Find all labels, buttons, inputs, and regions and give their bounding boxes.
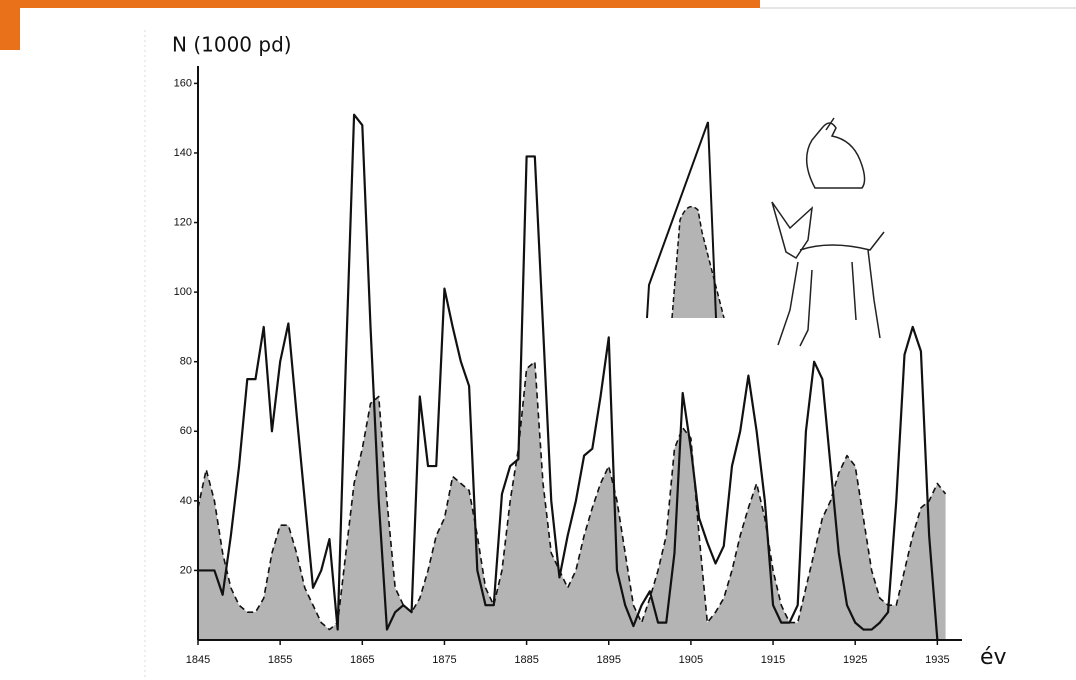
y-tick-label: 100 <box>174 286 192 298</box>
y-axis-label: N (1000 pd) <box>172 33 292 57</box>
x-tick-label: 1845 <box>186 654 210 666</box>
x-tick-label: 1895 <box>597 654 621 666</box>
slide: N (1000 pd) év 20 40 60 80 100 120 140 160 1845 1… <box>0 0 1076 680</box>
x-tick-label: 1885 <box>514 654 538 666</box>
x-tick-label: 1935 <box>925 654 949 666</box>
y-tick-label: 120 <box>174 216 192 228</box>
lynx-icon <box>772 202 884 346</box>
x-tick-label: 1855 <box>268 654 292 666</box>
y-tick-label: 40 <box>180 495 192 507</box>
x-axis-label: év <box>980 645 1007 670</box>
x-tick-label: 1925 <box>843 654 867 666</box>
x-tick-label: 1915 <box>761 654 785 666</box>
top-bar <box>0 0 760 8</box>
legend-inset <box>647 122 724 318</box>
x-tick-label: 1865 <box>350 654 374 666</box>
y-tick-label: 80 <box>180 356 192 368</box>
corner-block <box>0 0 20 50</box>
y-tick-label: 20 <box>180 564 192 576</box>
x-tick-label: 1875 <box>432 654 456 666</box>
y-tick-label: 140 <box>174 147 192 159</box>
y-tick-label: 60 <box>180 425 192 437</box>
y-tick-label: 160 <box>174 77 192 89</box>
hare-icon <box>807 118 865 188</box>
page: N (1000 pd) év 20 40 60 80 100 120 140 160 1845 1… <box>0 0 1076 680</box>
x-tick-label: 1905 <box>679 654 703 666</box>
